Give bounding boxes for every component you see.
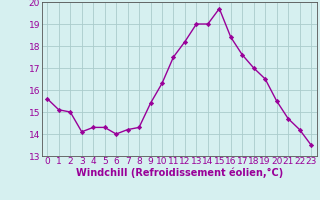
X-axis label: Windchill (Refroidissement éolien,°C): Windchill (Refroidissement éolien,°C) xyxy=(76,168,283,178)
